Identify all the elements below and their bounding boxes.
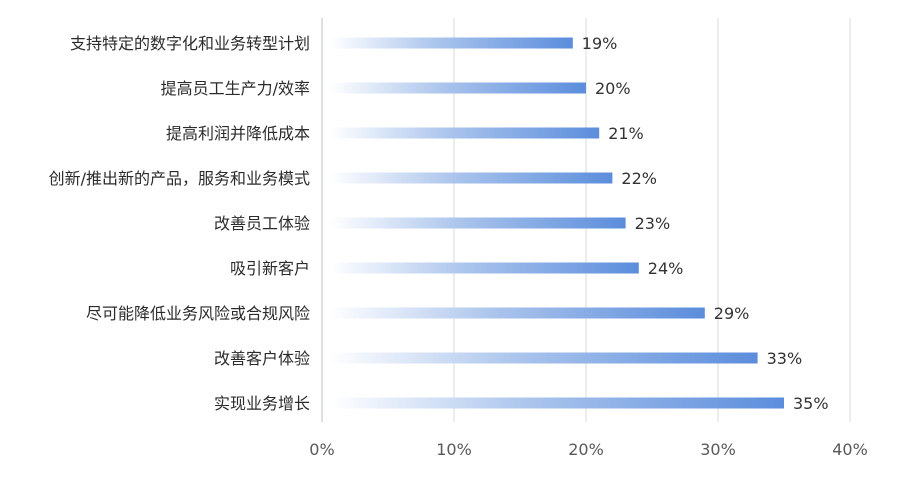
data-label: 21% — [608, 124, 644, 143]
data-label: 22% — [621, 169, 657, 188]
bar — [330, 217, 626, 229]
category-label: 支持特定的数字化和业务转型计划 — [70, 34, 310, 53]
category-label: 提高利润并降低成本 — [166, 124, 310, 143]
bar-layer — [330, 37, 784, 409]
x-tick-label: 40% — [832, 440, 868, 459]
category-label: 提高员工生产力/效率 — [161, 79, 310, 98]
category-label: 实现业务增长 — [214, 394, 310, 413]
category-label: 改善客户体验 — [214, 349, 310, 368]
data-label: 35% — [793, 394, 829, 413]
category-label: 创新/推出新的产品，服务和业务模式 — [49, 169, 310, 188]
bar — [330, 262, 639, 274]
bar — [330, 127, 600, 139]
bar — [330, 172, 613, 184]
data-label: 29% — [714, 304, 750, 323]
data-label: 24% — [648, 259, 684, 278]
category-label: 改善员工体验 — [214, 214, 310, 233]
data-label: 20% — [595, 79, 631, 98]
category-label: 尽可能降低业务风险或合规风险 — [86, 304, 310, 323]
bar — [330, 37, 573, 49]
x-tick-label: 20% — [568, 440, 604, 459]
bar — [330, 307, 705, 319]
data-label: 33% — [767, 349, 803, 368]
data-label: 23% — [635, 214, 671, 233]
data-label: 19% — [582, 34, 618, 53]
bar — [330, 352, 758, 364]
category-label: 吸引新客户 — [230, 259, 310, 278]
bar — [330, 82, 586, 94]
bar — [330, 397, 784, 409]
x-tick-label: 30% — [700, 440, 736, 459]
x-tick-label: 10% — [436, 440, 472, 459]
label-layer: 0% 10% 20% 30% 40% 支持特定的数字化和业务转型计划 19% 提高员工生产力/… — [49, 34, 868, 459]
x-tick-label: 0% — [309, 440, 334, 459]
